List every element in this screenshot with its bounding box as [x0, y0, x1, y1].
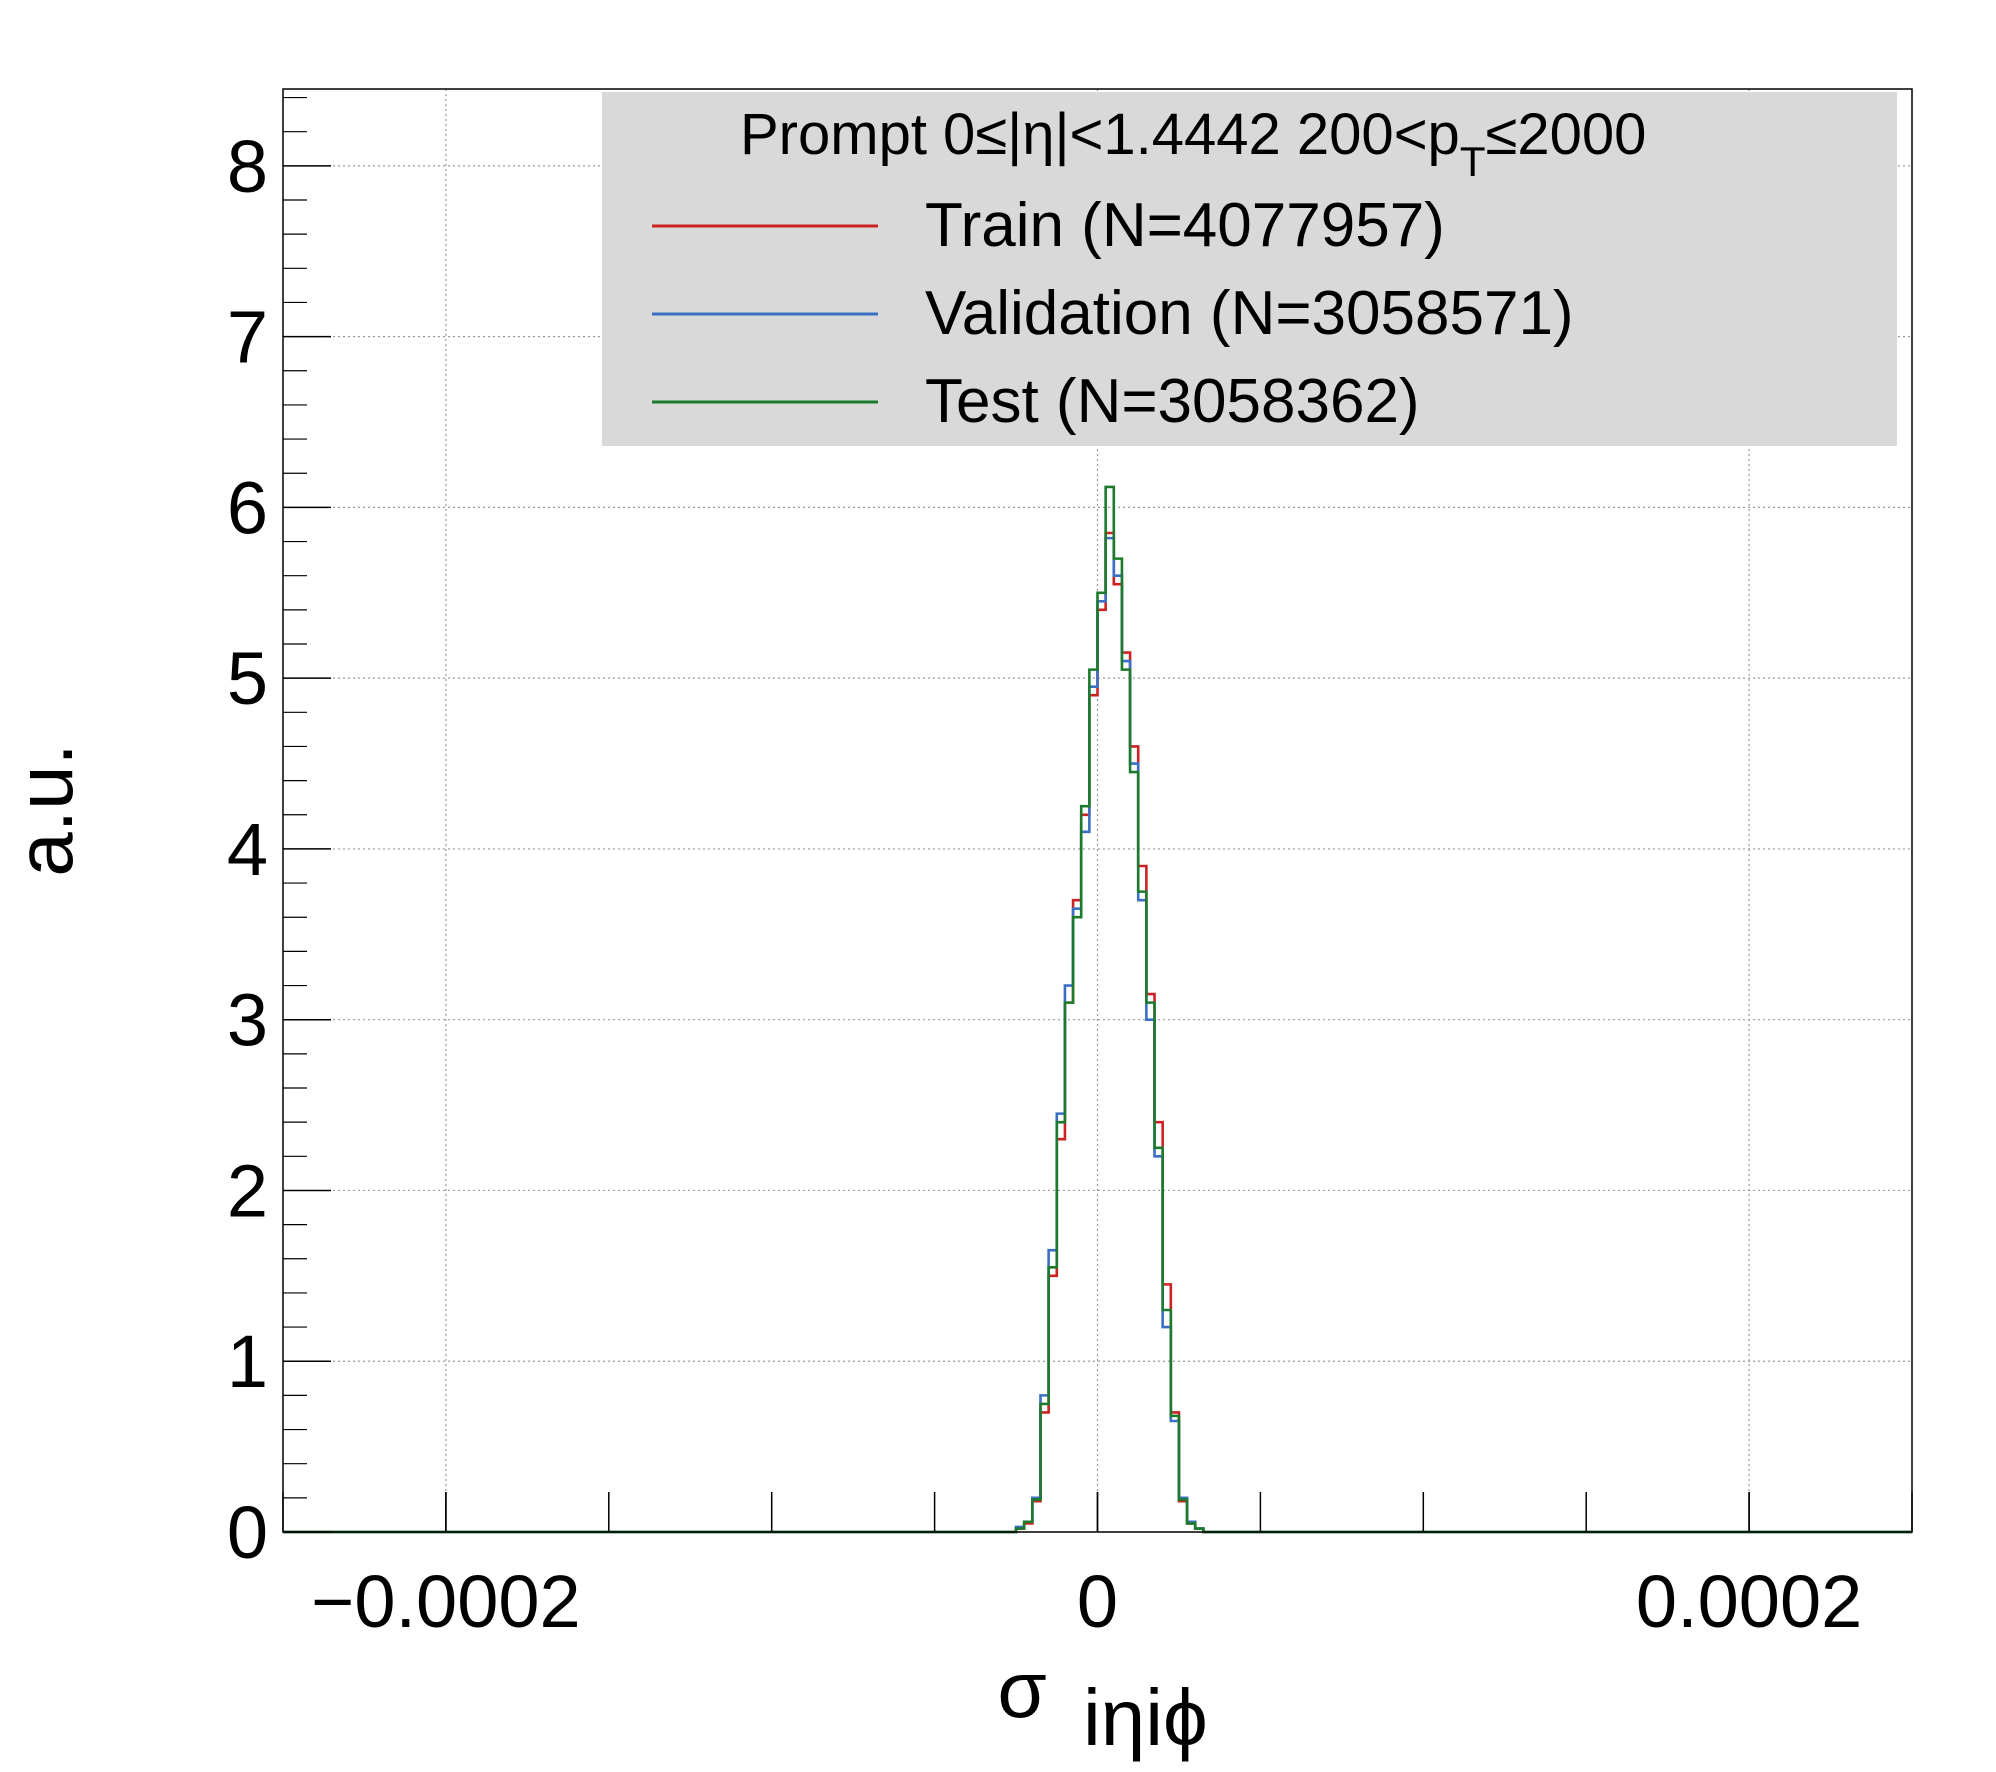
legend-label-train: Train (N=4077957): [925, 191, 1445, 260]
x-axis-title-symbol: σ: [997, 1645, 1046, 1734]
y-tick-label: 7: [227, 296, 268, 379]
legend-header-sub: T: [1460, 138, 1486, 185]
y-tick-label: 4: [227, 808, 268, 891]
series-line-train: [283, 531, 1912, 1534]
legend-header: Prompt 0≤|η|<1.4442 200<pT≤2000: [740, 102, 1646, 185]
legend-header-tail: ≤2000: [1485, 102, 1646, 167]
histogram-series: [283, 485, 1912, 1534]
legend-box: [602, 92, 1897, 446]
y-tick-label: 5: [227, 637, 268, 720]
tick-labels: −0.0002 0 0.0002 0 1 2 3 4 5 6 7 8: [227, 125, 1862, 1643]
series-line-validation: [283, 536, 1912, 1534]
x-tick-label: 0: [1077, 1560, 1118, 1643]
y-tick-label: 3: [227, 979, 268, 1062]
y-tick-label: 8: [227, 125, 268, 208]
y-tick-label: 6: [227, 466, 268, 549]
legend-header-main: Prompt 0≤|η|<1.4442 200<p: [740, 102, 1460, 167]
y-tick-label: 2: [227, 1149, 268, 1232]
legend-label-validation: Validation (N=3058571): [925, 279, 1574, 348]
x-axis-title-subscript: iηiϕ: [1083, 1673, 1208, 1762]
axis-ticks: [282, 96, 1913, 1533]
y-tick-label: 1: [227, 1320, 268, 1403]
legend: Prompt 0≤|η|<1.4442 200<pT≤2000 Train (N…: [602, 92, 1897, 446]
x-tick-label: −0.0002: [311, 1560, 581, 1643]
legend-label-test: Test (N=3058362): [925, 367, 1420, 436]
x-axis-title: σ iηiϕ: [997, 1645, 1208, 1762]
y-axis-title: a.u.: [0, 743, 89, 876]
y-tick-label: 0: [227, 1491, 268, 1574]
x-tick-label: 0.0002: [1636, 1560, 1862, 1643]
series-line-test: [283, 485, 1912, 1534]
